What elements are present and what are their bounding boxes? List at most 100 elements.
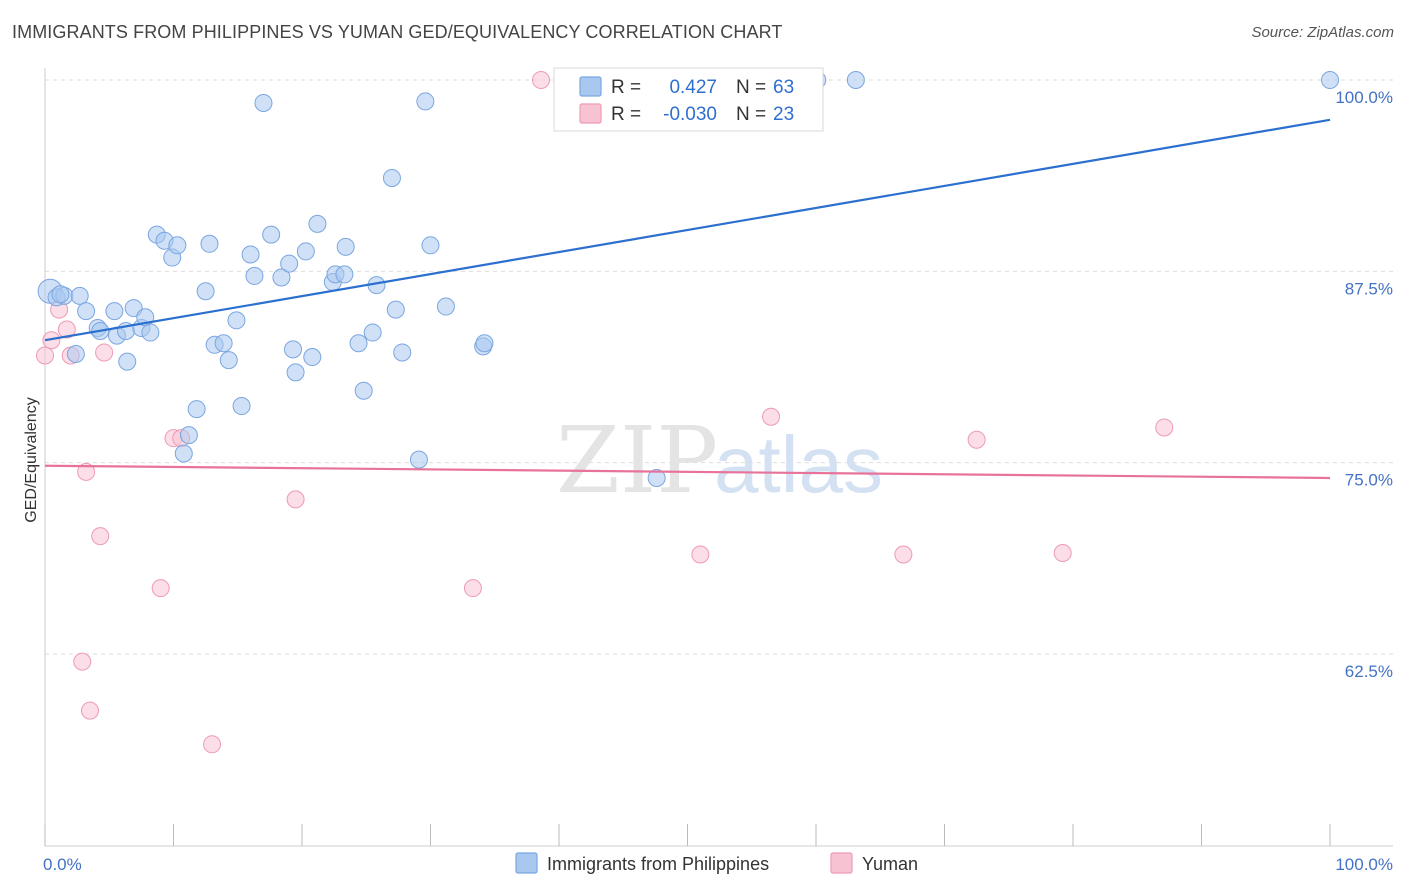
philippines-point-23 [187,400,206,419]
yuman-point-3 [57,320,76,339]
yuman-point-20 [967,430,986,449]
yuman-point-17 [691,545,710,564]
philippines-point-48 [363,323,382,342]
legend-n-value-1: 63 [773,77,794,98]
series-philippines-points [37,71,1339,487]
watermark-atlas: atlas [714,420,883,509]
x-tick-labels: 0.0% 100.0% [43,855,1393,874]
trendlines [44,118,1331,480]
y-tick-label-0: 100.0% [1335,88,1393,107]
bottom-legend-swatch-yuman [830,852,853,874]
philippines-point-30 [232,397,251,416]
x-tick-label-1: 100.0% [1335,855,1393,874]
philippines-point-16 [141,323,160,342]
philippines-point-54 [416,92,435,111]
philippines-point-31 [241,245,260,264]
legend-swatch-philippines [579,76,602,97]
philippines-point-46 [349,334,368,353]
philippines-point-62 [1321,71,1339,89]
philippines-point-34 [262,225,281,244]
chart-title: IMMIGRANTS FROM PHILIPPINES VS YUMAN GED… [12,22,783,42]
watermark: ZIP atlas [556,407,883,514]
philippines-point-12 [118,352,137,371]
yuman-point-18 [762,407,781,426]
philippines-point-35 [272,268,291,287]
yuman-point-8 [91,527,110,546]
philippines-point-4 [51,285,70,304]
philippines-point-20 [168,236,187,255]
y-tick-label-1: 87.5% [1345,279,1393,298]
legend-n-value-2: 23 [773,104,794,125]
yuman-point-22 [1155,418,1174,437]
philippines-point-29 [227,311,246,330]
y-axis-title: GED/Equivalency [23,397,40,522]
x-tick-label-0: 0.0% [43,855,82,874]
yuman-point-0 [36,346,54,365]
y-tick-label-3: 62.5% [1345,662,1393,681]
bottom-legend-label-philippines: Immigrants from Philippines [547,854,769,874]
legend-swatch-yuman [579,103,602,124]
legend-r-label-1: R = [611,77,641,98]
philippines-point-59 [647,468,666,487]
top-legend: R = 0.427 N = 63 R = -0.030 N = 23 [553,67,824,132]
philippines-point-47 [354,381,373,400]
philippines-point-50 [382,168,401,187]
philippines-point-27 [214,334,233,353]
philippines-point-51 [386,300,405,319]
yuman-trendline [44,464,1331,480]
philippines-point-9 [105,302,124,321]
philippines-point-44 [335,265,354,284]
philippines-point-40 [303,348,322,367]
legend-r-value-2: -0.030 [663,104,717,125]
philippines-point-28 [219,351,238,370]
yuman-point-5 [73,652,92,671]
axes [44,68,1393,847]
philippines-point-58 [475,334,494,353]
gridlines [45,79,1393,655]
philippines-point-25 [200,234,219,253]
philippines-point-61 [846,71,865,89]
yuman-point-16 [532,71,551,89]
yuman-point-19 [894,545,913,564]
yuman-point-10 [151,579,170,598]
source-credit: Source: ZipAtlas.com [1251,24,1394,41]
yuman-point-15 [463,579,482,598]
series-yuman-points [36,71,1174,754]
philippines-point-39 [296,242,315,261]
philippines-point-22 [179,426,198,445]
watermark-zip: ZIP [556,407,718,514]
yuman-point-6 [77,462,96,481]
y-tick-labels: 100.0% 87.5% 75.0% 62.5% [1335,88,1393,681]
philippines-point-3 [70,286,89,305]
philippines-point-5 [66,344,85,363]
philippines-point-37 [284,340,303,359]
philippines-point-56 [436,297,455,316]
yuman-point-13 [203,735,222,754]
philippines-point-52 [393,343,412,362]
bottom-legend: Immigrants from Philippines Yuman [515,852,918,874]
philippines-point-33 [254,93,273,112]
yuman-point-9 [95,343,114,362]
philippines-point-6 [77,302,96,321]
philippines-point-36 [280,254,299,273]
yuman-point-7 [80,701,99,720]
yuman-point-14 [286,490,305,509]
philippines-point-53 [409,450,428,469]
philippines-point-55 [421,236,440,255]
philippines-point-21 [174,444,193,463]
yuman-point-21 [1053,543,1072,562]
legend-n-label-1: N = [736,77,766,98]
legend-r-value-1: 0.427 [669,77,717,98]
bottom-legend-swatch-philippines [515,852,538,874]
philippines-point-45 [336,237,355,256]
y-tick-label-2: 75.0% [1345,471,1393,490]
philippines-point-32 [245,266,264,285]
bottom-legend-label-yuman: Yuman [862,854,918,874]
legend-n-label-2: N = [736,104,766,125]
philippines-trendline [44,118,1331,342]
philippines-point-41 [308,214,327,233]
philippines-point-38 [286,363,305,382]
legend-r-label-2: R = [611,104,641,125]
philippines-point-24 [196,282,215,301]
